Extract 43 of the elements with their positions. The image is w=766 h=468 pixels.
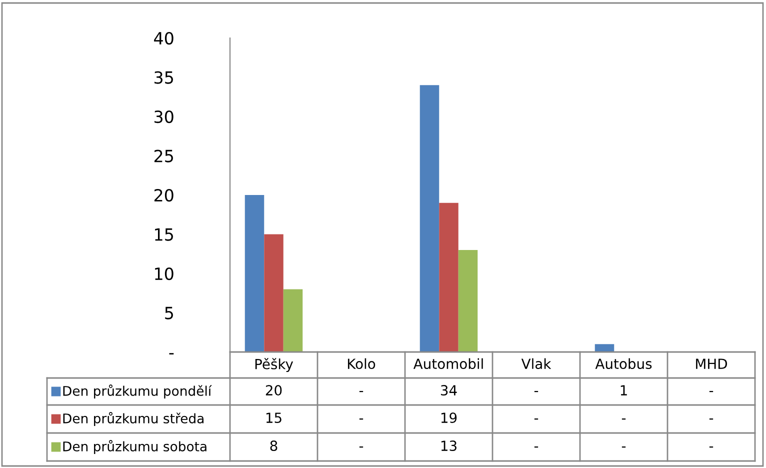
data-label: 15 xyxy=(266,412,282,424)
x-tick-label: Vlak xyxy=(521,358,552,370)
y-tick-label: 5 xyxy=(165,306,173,320)
x-tick-label: Kolo xyxy=(348,358,376,370)
data-label: 34 xyxy=(440,385,457,396)
y-tick-label: 15 xyxy=(155,228,173,241)
legend-label: Den průzkumu středa xyxy=(63,412,204,426)
y-tick-label: - xyxy=(169,353,174,354)
y-tick-label: 30 xyxy=(154,110,174,124)
y-tick-label: 35 xyxy=(154,71,173,84)
data-label: - xyxy=(709,390,714,392)
data-label: - xyxy=(534,418,538,420)
bar xyxy=(264,234,284,352)
x-tick-label: Automobil xyxy=(413,358,483,370)
x-tick-label: MHD xyxy=(696,358,727,369)
bar xyxy=(458,250,478,352)
data-label: 20 xyxy=(266,385,282,396)
bar xyxy=(283,289,303,352)
data-label: - xyxy=(709,446,714,448)
y-tick-label: 10 xyxy=(155,267,174,280)
data-label: - xyxy=(534,390,538,392)
data-label: - xyxy=(534,446,538,448)
data-label: - xyxy=(622,446,626,448)
data-label: - xyxy=(359,390,364,392)
y-tick-label: 25 xyxy=(154,150,173,162)
data-label: - xyxy=(709,418,714,420)
data-label: - xyxy=(622,418,626,420)
bar xyxy=(594,344,614,352)
y-tick-label: 20 xyxy=(154,188,174,202)
legend-label: Den průzkumu sobota xyxy=(63,440,206,454)
bar xyxy=(420,85,440,352)
bar xyxy=(244,195,264,352)
data-label: 19 xyxy=(441,412,457,424)
data-label: 13 xyxy=(441,440,456,452)
x-tick-label: Pěšky xyxy=(255,358,294,372)
y-tick-label: 40 xyxy=(154,32,174,45)
bar xyxy=(439,202,458,352)
data-label: 8 xyxy=(270,440,278,452)
legend-label: Den průzkumu pondělí xyxy=(63,384,212,398)
x-tick-label: Autobus xyxy=(595,358,652,370)
data-label: - xyxy=(359,418,364,420)
data-label: 1 xyxy=(620,385,627,396)
data-label: - xyxy=(359,446,364,448)
